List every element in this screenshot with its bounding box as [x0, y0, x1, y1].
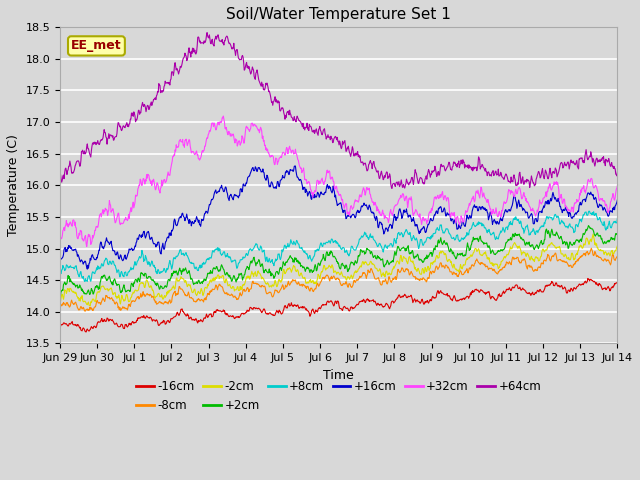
+8cm	[56, 274, 64, 279]
+2cm	[595, 233, 603, 239]
-16cm	[56, 324, 64, 330]
-16cm	[83, 326, 91, 332]
-16cm	[614, 279, 621, 285]
+64cm	[385, 174, 393, 180]
-2cm	[589, 231, 597, 237]
+16cm	[83, 264, 90, 270]
-16cm	[385, 305, 393, 311]
-2cm	[288, 268, 296, 274]
+16cm	[288, 168, 296, 173]
X-axis label: Time: Time	[323, 369, 354, 382]
+2cm	[83, 291, 90, 297]
+64cm	[288, 115, 296, 120]
+32cm	[160, 177, 168, 182]
-8cm	[586, 249, 594, 254]
+8cm	[288, 240, 296, 246]
-2cm	[586, 237, 594, 243]
Y-axis label: Temperature (C): Temperature (C)	[7, 134, 20, 236]
Text: EE_met: EE_met	[71, 39, 122, 52]
-8cm	[588, 245, 595, 251]
+8cm	[614, 215, 621, 220]
+8cm	[160, 265, 168, 271]
Line: +64cm: +64cm	[60, 33, 618, 189]
Line: -2cm: -2cm	[60, 234, 618, 306]
Line: -8cm: -8cm	[60, 248, 618, 311]
-8cm	[288, 279, 296, 285]
+8cm	[83, 278, 91, 284]
-8cm	[83, 306, 91, 312]
+2cm	[584, 223, 592, 228]
+64cm	[614, 168, 621, 174]
+2cm	[586, 226, 594, 231]
Title: Soil/Water Temperature Set 1: Soil/Water Temperature Set 1	[227, 7, 451, 22]
+64cm	[596, 157, 604, 163]
Line: +16cm: +16cm	[60, 166, 618, 269]
+2cm	[159, 285, 167, 291]
+8cm	[385, 243, 393, 249]
-16cm	[596, 281, 604, 287]
-16cm	[587, 277, 595, 283]
+2cm	[385, 261, 392, 266]
+16cm	[160, 247, 168, 252]
+32cm	[83, 239, 91, 244]
+16cm	[83, 266, 91, 272]
+16cm	[386, 222, 394, 228]
+32cm	[56, 234, 64, 240]
-8cm	[160, 300, 168, 306]
+2cm	[287, 255, 295, 261]
+32cm	[587, 176, 595, 182]
+64cm	[388, 186, 396, 192]
-16cm	[584, 276, 592, 281]
Line: +2cm: +2cm	[60, 226, 618, 298]
-2cm	[614, 242, 621, 248]
+32cm	[83, 243, 90, 249]
+8cm	[585, 208, 593, 214]
+8cm	[596, 215, 604, 220]
-16cm	[160, 318, 168, 324]
-2cm	[86, 303, 94, 309]
-2cm	[160, 294, 168, 300]
Legend: -16cm, -8cm, -2cm, +2cm, +8cm, +16cm, +32cm, +64cm: -16cm, -8cm, -2cm, +2cm, +8cm, +16cm, +3…	[132, 375, 546, 417]
-8cm	[385, 274, 393, 279]
-8cm	[596, 254, 604, 260]
-16cm	[83, 329, 90, 335]
+16cm	[596, 201, 604, 207]
-8cm	[614, 253, 621, 259]
+64cm	[587, 149, 595, 155]
-16cm	[288, 302, 296, 308]
-2cm	[83, 301, 90, 307]
+64cm	[204, 30, 211, 36]
+32cm	[596, 198, 604, 204]
+2cm	[56, 295, 64, 301]
+16cm	[614, 196, 621, 202]
+32cm	[289, 147, 296, 153]
Line: +8cm: +8cm	[60, 211, 618, 281]
+2cm	[614, 232, 621, 238]
+32cm	[614, 182, 621, 188]
+32cm	[220, 113, 227, 119]
+64cm	[56, 172, 64, 178]
+64cm	[83, 144, 90, 150]
+16cm	[291, 163, 299, 169]
-8cm	[81, 308, 89, 314]
+16cm	[587, 189, 595, 195]
+16cm	[56, 253, 64, 259]
-2cm	[56, 300, 64, 306]
+8cm	[587, 211, 595, 216]
-2cm	[385, 270, 393, 276]
+32cm	[386, 211, 394, 216]
Line: -16cm: -16cm	[60, 278, 618, 332]
+8cm	[81, 278, 89, 284]
+64cm	[159, 88, 167, 94]
-2cm	[596, 248, 604, 253]
-8cm	[56, 303, 64, 309]
Line: +32cm: +32cm	[60, 116, 618, 246]
